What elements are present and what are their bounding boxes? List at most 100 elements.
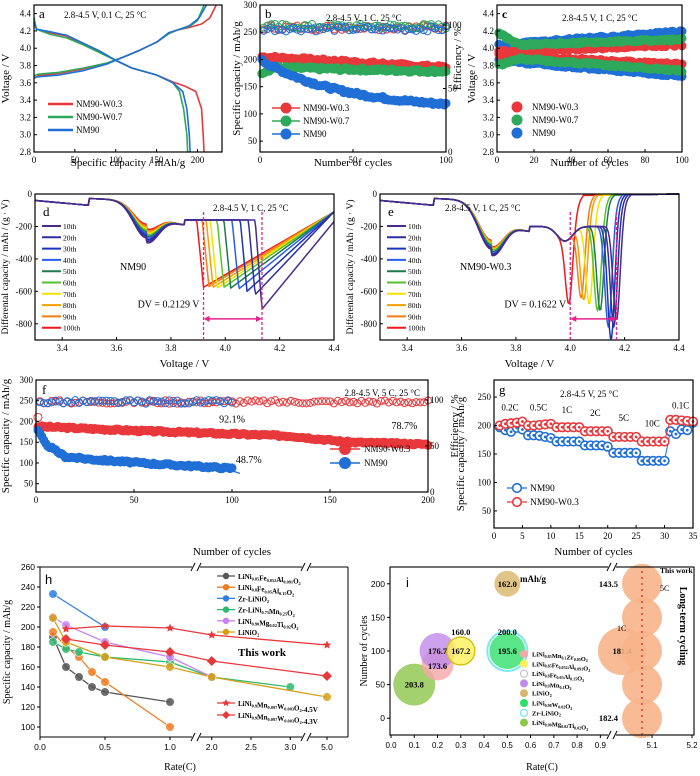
y-tick-label: 0 bbox=[28, 189, 33, 199]
condition-annotation: 2.8-4.5 V, 1 C, 25 °C bbox=[213, 203, 289, 213]
y-tick-label: 120 bbox=[21, 702, 35, 712]
efficiency-point bbox=[419, 26, 428, 35]
efficiency-point bbox=[118, 398, 127, 407]
dqdv-curve-10th bbox=[379, 193, 680, 321]
data-point bbox=[285, 682, 295, 692]
legend-label: 50th bbox=[63, 267, 77, 276]
legend-label: 30th bbox=[63, 245, 77, 254]
dqdv-curve-90th bbox=[379, 193, 680, 299]
panel-label: f bbox=[42, 382, 47, 397]
efficiency-point bbox=[412, 398, 421, 407]
x-tick-label: 0.4 bbox=[478, 741, 490, 750]
condition-annotation: 2.8-4.5 V, 25 °C bbox=[560, 389, 618, 399]
y-tick-label: 200 bbox=[21, 622, 35, 632]
y-tick-label: 3.2 bbox=[20, 112, 31, 122]
legend-marker bbox=[511, 127, 523, 139]
efficiency-point bbox=[75, 398, 84, 407]
panel-label: c bbox=[502, 7, 508, 21]
efficiency-point bbox=[86, 396, 95, 405]
efficiency-point bbox=[302, 399, 311, 408]
efficiency-point bbox=[235, 397, 244, 406]
star-marker bbox=[322, 640, 332, 649]
panel-c: 0 20 40 60 80 100 2.8 3.0 3.2 3.4 3.6 3.8 4.0 4.2 4.4 c… bbox=[466, 4, 689, 169]
x-axis-title: Number of cycles bbox=[193, 546, 271, 558]
y-tick-label: 260 bbox=[21, 562, 35, 572]
legend-marker bbox=[222, 628, 230, 636]
rate-point-center bbox=[634, 451, 638, 455]
bubble-value-label: 160.0 bbox=[451, 627, 470, 637]
bubble-value-label: 195.6 bbox=[498, 646, 517, 656]
rate-point-center bbox=[674, 432, 678, 436]
bubble bbox=[446, 637, 475, 665]
x-tick-label: 0.3 bbox=[455, 741, 467, 750]
efficiency-point bbox=[94, 398, 103, 407]
series-line bbox=[52, 593, 106, 628]
x-tick-label: 4.2 bbox=[274, 343, 285, 353]
y-tick-label: 4.0 bbox=[20, 43, 32, 53]
efficiency-point bbox=[122, 396, 131, 405]
y-tick-label: 200 bbox=[371, 579, 385, 589]
legend-label: NM90 bbox=[303, 129, 327, 139]
y-tick-label: 0 bbox=[373, 189, 378, 199]
legend-marker bbox=[520, 650, 528, 658]
legend-marker bbox=[511, 496, 523, 508]
dv-label: DV = 0.2129 V bbox=[138, 300, 201, 311]
efficiency-point bbox=[404, 398, 413, 407]
x-tick-label: 25 bbox=[632, 531, 642, 541]
efficiency-point bbox=[43, 399, 52, 408]
y-tick-label: 3.4 bbox=[20, 95, 32, 105]
legend-marker bbox=[519, 708, 529, 717]
efficiency-point bbox=[380, 396, 389, 405]
efficiency-point bbox=[382, 23, 391, 32]
legend-marker bbox=[520, 679, 528, 688]
legend-label: 40th bbox=[408, 256, 422, 265]
efficiency-point bbox=[98, 398, 107, 407]
legend-marker bbox=[280, 102, 292, 114]
y-tick-label: 180 bbox=[21, 642, 35, 652]
efficiency-point bbox=[401, 26, 410, 35]
legend-label: LiNi0.8Fe0.05Al0.15O2 bbox=[238, 584, 294, 597]
axis-break-mask bbox=[192, 733, 200, 741]
dqdv-curve-80th bbox=[379, 193, 680, 301]
condition-annotation: 2.8-4.5 V, 1 C, 25 °C bbox=[562, 13, 638, 23]
efficiency-point bbox=[98, 396, 107, 405]
legend-label: Zr-LiNiO2 bbox=[532, 710, 561, 717]
efficiency-point bbox=[239, 398, 248, 407]
y-tick-label: -600 bbox=[16, 286, 33, 296]
y-tick-label: 50 bbox=[482, 506, 492, 516]
efficiency-point bbox=[341, 396, 350, 405]
efficiency-point bbox=[39, 399, 48, 408]
efficiency-point bbox=[126, 396, 135, 405]
y-tick-label: 160 bbox=[21, 662, 35, 672]
retention-arrow bbox=[230, 469, 241, 474]
rate-point-center bbox=[685, 428, 689, 432]
efficiency-point bbox=[278, 25, 287, 34]
efficiency-point bbox=[216, 397, 225, 406]
x-tick-label: 200 bbox=[191, 155, 205, 165]
x-tick-label: 2.5 bbox=[245, 742, 257, 752]
x-tick-label: 0.6 bbox=[525, 741, 537, 750]
y2-axis-title: Efficiency / % bbox=[452, 27, 464, 90]
y2-tick-label: 0 bbox=[430, 487, 435, 497]
rate-point-center bbox=[606, 429, 610, 433]
dqdv-curve-20th bbox=[34, 197, 335, 295]
dv-arrow-head bbox=[255, 315, 262, 322]
efficiency-point bbox=[184, 399, 193, 408]
x-tick-label: 3.4 bbox=[57, 343, 69, 353]
axis-break-icon bbox=[196, 732, 202, 742]
efficiency-point bbox=[102, 399, 111, 408]
y-tick-label: 2.8 bbox=[20, 147, 32, 157]
y-tick-label: 3.4 bbox=[483, 95, 495, 105]
panel-e: 3.4 3.6 3.8 4.0 4.2 4.4 0 -200 -400 -600 -800 DV = … bbox=[345, 189, 685, 370]
legend-marker bbox=[280, 115, 292, 127]
x-tick-label: 35 bbox=[689, 531, 699, 541]
x-axis-title: Number of cycles bbox=[554, 546, 632, 558]
y-tick-label: 140 bbox=[21, 682, 35, 692]
x-tick-label: 0.7 bbox=[548, 741, 560, 750]
efficiency-point bbox=[51, 396, 60, 405]
efficiency-point bbox=[275, 398, 284, 407]
x-tick-label: 0.5 bbox=[502, 741, 514, 750]
data-point bbox=[48, 627, 58, 637]
y-tick-label: 50 bbox=[376, 680, 386, 690]
